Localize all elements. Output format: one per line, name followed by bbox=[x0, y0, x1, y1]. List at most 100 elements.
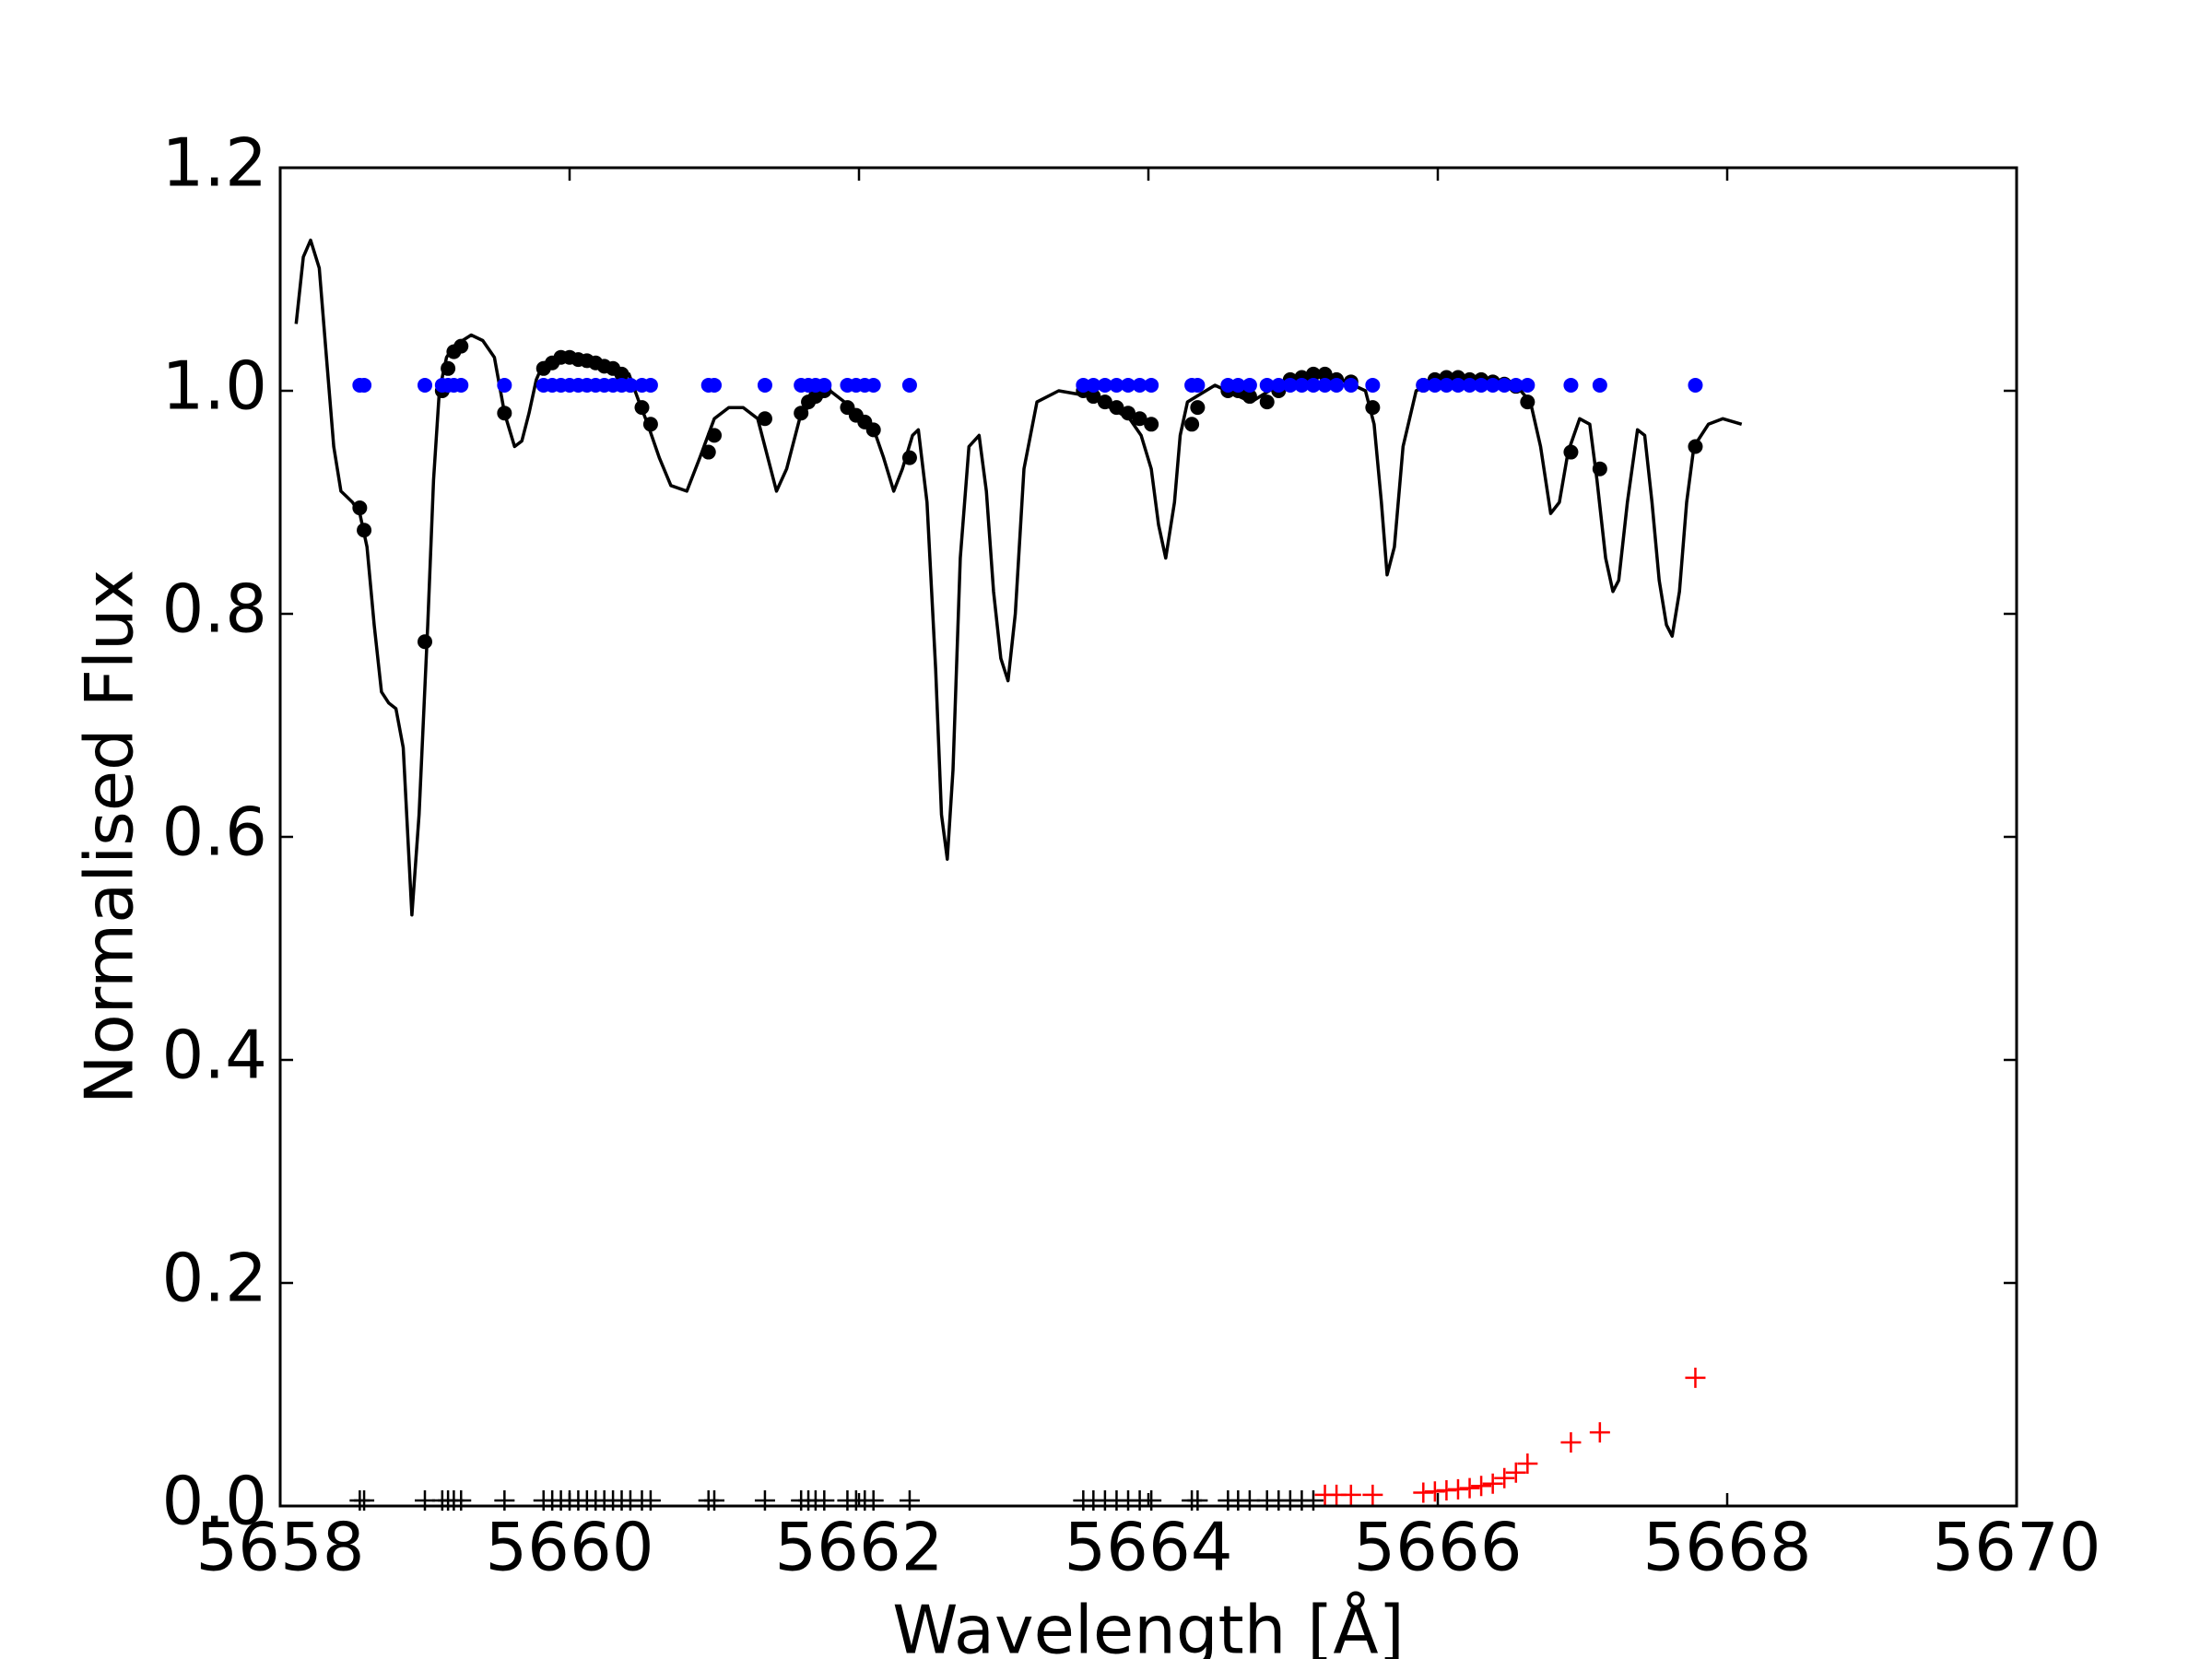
residual-marker bbox=[1685, 1367, 1706, 1388]
data-point bbox=[622, 377, 638, 393]
residual-marker bbox=[1589, 1422, 1610, 1443]
y-tick-label: 0.6 bbox=[161, 794, 267, 871]
residual-marker bbox=[1239, 1489, 1260, 1511]
data-point bbox=[1132, 411, 1147, 427]
x-tick-label: 5660 bbox=[485, 1509, 653, 1586]
data-point bbox=[1184, 417, 1200, 432]
data-point bbox=[1439, 377, 1454, 393]
residual-marker bbox=[1471, 1476, 1492, 1497]
data-point bbox=[1097, 394, 1112, 410]
data-point bbox=[1144, 377, 1159, 393]
data-point bbox=[497, 377, 512, 393]
residual-marker bbox=[1302, 1489, 1324, 1511]
data-point bbox=[1592, 461, 1607, 477]
data-point bbox=[794, 406, 809, 421]
residual-marker bbox=[754, 1489, 775, 1511]
data-point bbox=[865, 377, 881, 393]
data-point bbox=[1563, 377, 1579, 393]
data-point bbox=[642, 377, 658, 393]
data-point bbox=[352, 500, 368, 516]
data-point bbox=[497, 406, 512, 421]
data-point bbox=[453, 377, 469, 393]
data-point bbox=[1271, 377, 1287, 393]
y-tick-label: 0.2 bbox=[161, 1240, 267, 1317]
x-tick-label: 5668 bbox=[1642, 1509, 1811, 1586]
data-point bbox=[634, 400, 650, 416]
data-point bbox=[357, 377, 372, 393]
data-point bbox=[817, 377, 832, 393]
data-point bbox=[1086, 389, 1101, 405]
data-point bbox=[1305, 377, 1321, 393]
data-point bbox=[1365, 377, 1381, 393]
data-point bbox=[1688, 439, 1703, 454]
data-point bbox=[1427, 377, 1442, 393]
data-point bbox=[614, 366, 629, 382]
data-point bbox=[1241, 377, 1257, 393]
y-axis-label: Normalised Flux bbox=[71, 570, 148, 1105]
data-point bbox=[1190, 377, 1206, 393]
data-point bbox=[901, 377, 917, 393]
residual-marker bbox=[1459, 1477, 1480, 1499]
data-point bbox=[1294, 377, 1310, 393]
y-tick-label: 0.8 bbox=[161, 571, 267, 648]
x-tick-label: 5662 bbox=[774, 1509, 943, 1586]
data-point bbox=[1416, 377, 1431, 393]
residual-marker bbox=[415, 1489, 435, 1511]
data-point bbox=[1520, 377, 1535, 393]
data-point bbox=[1259, 394, 1275, 410]
residual-marker bbox=[1494, 1467, 1515, 1488]
data-point bbox=[453, 338, 469, 354]
y-tick-label: 1.0 bbox=[161, 347, 267, 425]
data-point bbox=[1230, 377, 1246, 393]
data-point bbox=[1097, 377, 1112, 393]
y-tick-label: 0.4 bbox=[161, 1017, 267, 1094]
data-point bbox=[1329, 377, 1345, 393]
data-point bbox=[700, 444, 716, 460]
residual-marker bbox=[1517, 1453, 1538, 1475]
y-tick-label: 1.2 bbox=[161, 124, 267, 202]
data-point bbox=[1144, 417, 1159, 432]
x-tick-label: 5658 bbox=[195, 1509, 364, 1586]
data-point bbox=[707, 377, 722, 393]
x-tick-label: 5670 bbox=[1932, 1509, 2100, 1586]
data-point bbox=[707, 428, 722, 443]
data-point bbox=[418, 377, 432, 393]
data-point bbox=[1282, 377, 1298, 393]
data-point bbox=[418, 634, 432, 650]
data-point bbox=[1121, 406, 1136, 421]
data-point bbox=[357, 523, 372, 538]
residual-marker bbox=[1362, 1484, 1383, 1505]
data-point bbox=[1259, 377, 1275, 393]
data-point bbox=[1462, 377, 1477, 393]
data-point bbox=[1241, 389, 1257, 405]
data-point bbox=[441, 360, 456, 376]
residual-marker bbox=[704, 1489, 724, 1511]
data-point bbox=[1497, 377, 1512, 393]
x-tick-label: 5666 bbox=[1353, 1509, 1522, 1586]
data-point bbox=[1086, 377, 1101, 393]
data-point bbox=[1121, 377, 1136, 393]
x-tick-label: 5664 bbox=[1064, 1509, 1232, 1586]
data-point bbox=[1190, 400, 1206, 416]
residual-marker bbox=[1505, 1462, 1526, 1483]
data-point bbox=[757, 411, 772, 427]
data-point bbox=[1109, 400, 1124, 416]
data-point bbox=[1592, 377, 1607, 393]
data-point bbox=[1317, 377, 1333, 393]
data-point bbox=[1305, 366, 1321, 382]
data-point bbox=[642, 417, 658, 432]
residual-marker bbox=[1482, 1473, 1503, 1494]
data-point bbox=[1109, 377, 1124, 393]
data-point bbox=[1450, 377, 1465, 393]
data-point bbox=[901, 450, 917, 465]
data-point bbox=[757, 377, 772, 393]
data-point bbox=[1485, 377, 1500, 393]
data-point bbox=[1220, 377, 1236, 393]
data-point bbox=[1076, 377, 1091, 393]
data-point bbox=[865, 422, 881, 438]
residual-marker bbox=[1560, 1432, 1582, 1453]
data-point bbox=[1563, 444, 1579, 460]
data-point bbox=[1474, 377, 1489, 393]
